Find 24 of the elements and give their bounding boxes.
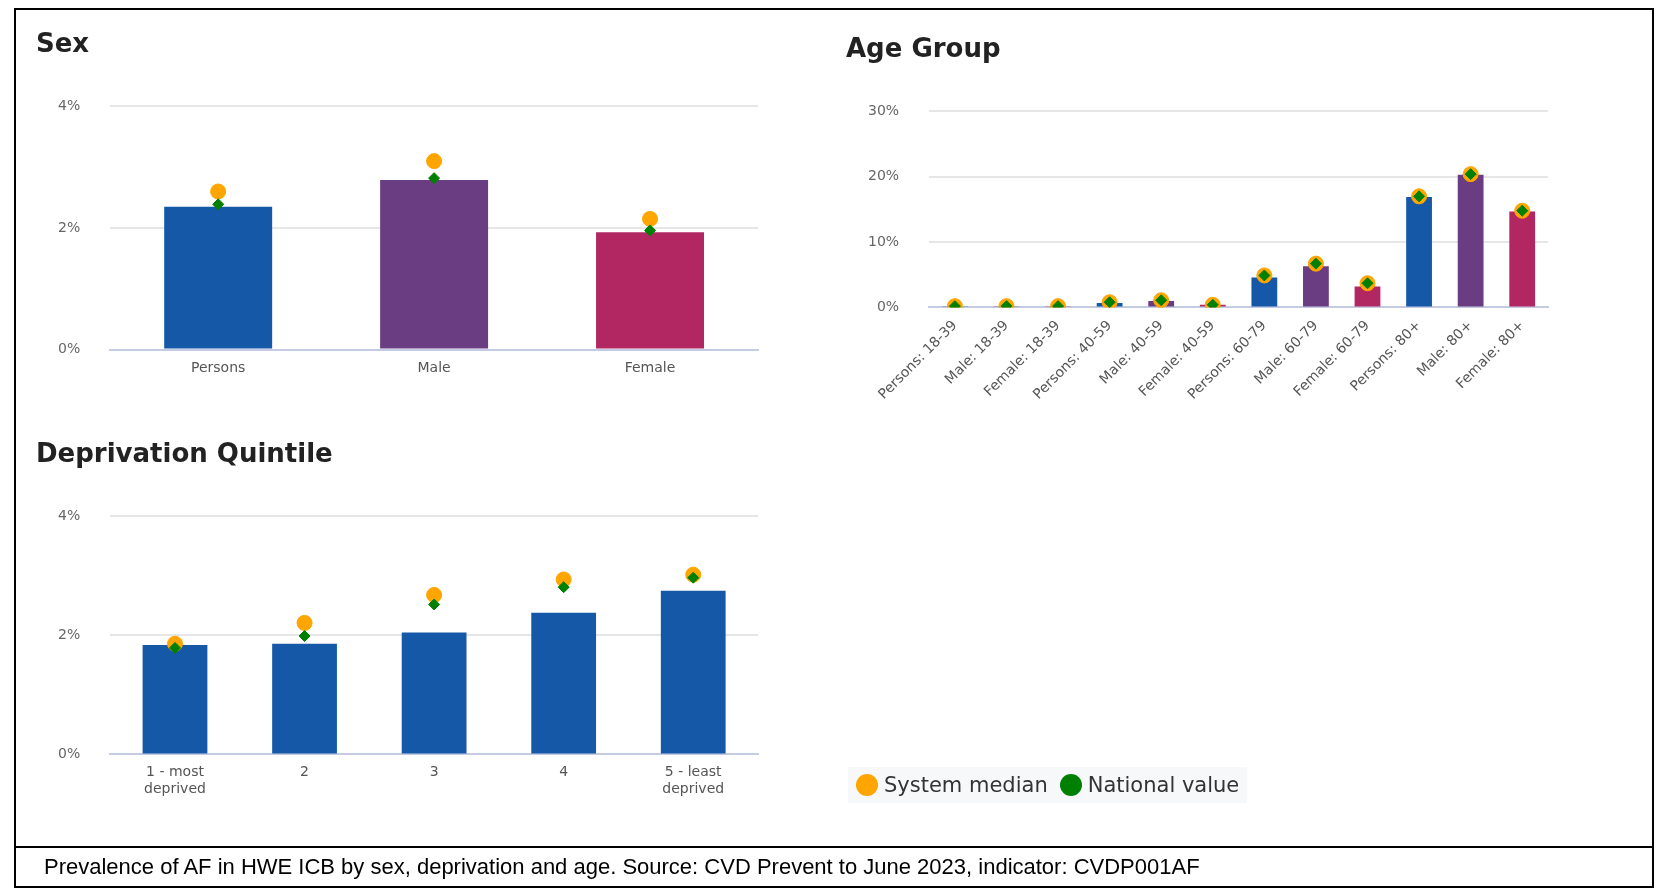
x-tick-label: 4 bbox=[559, 763, 569, 780]
y-tick-label: 2% bbox=[57, 218, 81, 235]
x-tick-label: 2 bbox=[300, 763, 310, 780]
chart-title: Sex bbox=[36, 28, 91, 60]
y-tick-label: 30% bbox=[867, 102, 900, 119]
x-tick-label: 1 - most deprived bbox=[144, 763, 206, 797]
y-tick-label: 10% bbox=[867, 232, 900, 249]
legend-label: System median bbox=[884, 773, 1048, 797]
chart-title: Age Group bbox=[846, 33, 1002, 65]
x-tick-label: 5 - least deprived bbox=[662, 763, 725, 797]
y-tick-label: 20% bbox=[867, 167, 900, 184]
y-tick-label: 4% bbox=[57, 97, 81, 114]
chart-title: Deprivation Quintile bbox=[36, 438, 334, 470]
y-tick-label: 0% bbox=[57, 340, 81, 357]
y-tick-label: 2% bbox=[57, 626, 81, 643]
x-tick-label: Persons bbox=[191, 358, 246, 375]
x-tick-label: Female bbox=[624, 358, 676, 375]
legend-label: National value bbox=[1087, 773, 1240, 797]
x-tick-label: 3 bbox=[429, 763, 439, 780]
x-tick-label: Male bbox=[417, 358, 451, 375]
y-tick-label: 0% bbox=[876, 298, 900, 315]
y-tick-label: 0% bbox=[57, 745, 81, 762]
y-tick-label: 4% bbox=[57, 507, 81, 524]
text: Prevalence of AF in HWE ICB by sex, deprivation and age. Source: CVD Prevent to June 2023, indicator: CVDP001AF bbox=[14, 848, 1654, 888]
